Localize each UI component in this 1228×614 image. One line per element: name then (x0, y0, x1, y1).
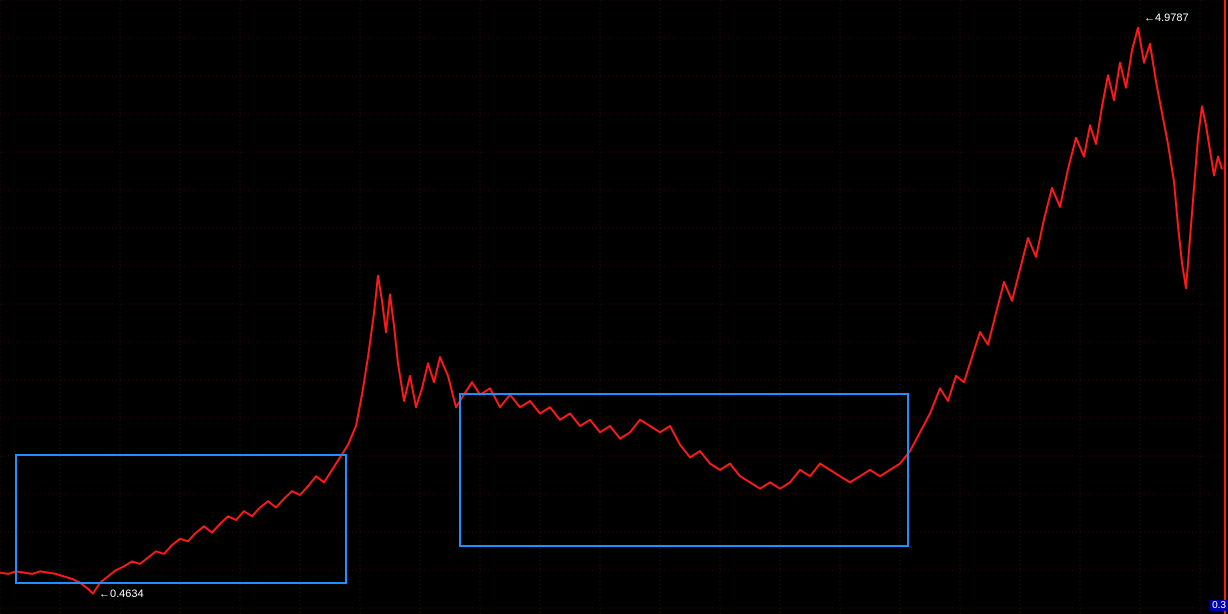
low-price-label: ←0.4634 (99, 588, 144, 600)
y-axis-value: 0.3 (1210, 600, 1228, 611)
chart-canvas (0, 0, 1228, 614)
arrow-left-icon: ← (1144, 12, 1155, 24)
low-price-value: 0.4634 (110, 588, 144, 600)
price-chart[interactable]: ←4.9787 ←0.4634 0.3 (0, 0, 1228, 614)
high-price-value: 4.9787 (1155, 12, 1189, 24)
high-price-label: ←4.9787 (1144, 12, 1189, 24)
arrow-left-icon: ← (99, 588, 110, 600)
